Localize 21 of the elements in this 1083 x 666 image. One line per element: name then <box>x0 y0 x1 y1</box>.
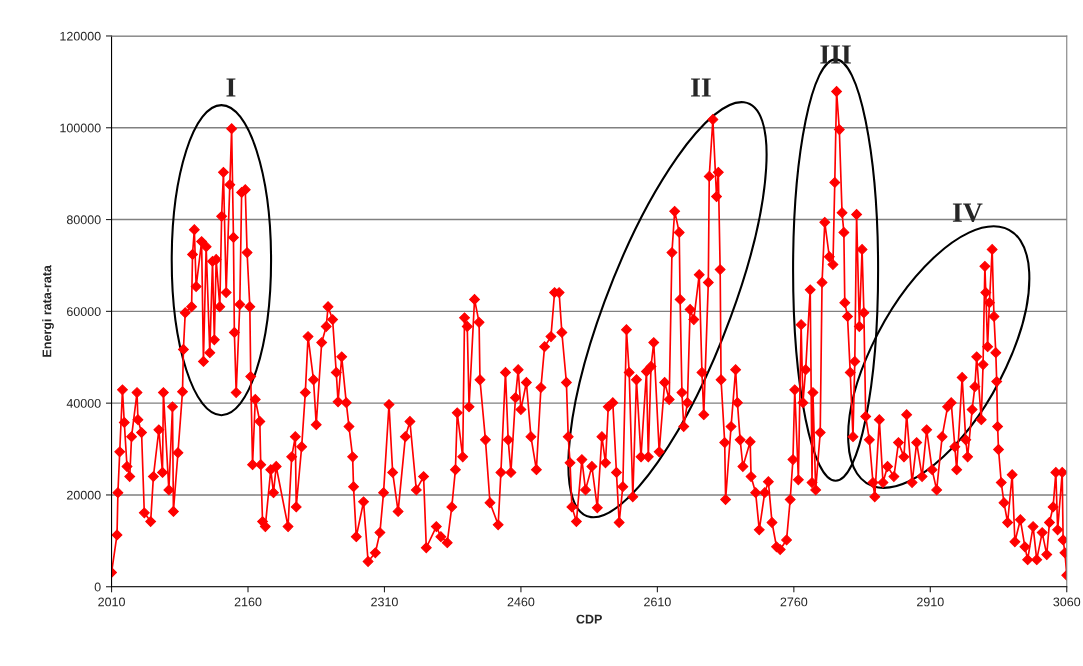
y-tick-label: 120000 <box>60 31 101 41</box>
y-tick-label: 0 <box>94 582 101 592</box>
x-tick-label: 2460 <box>507 597 535 607</box>
annotation: IV <box>952 203 983 223</box>
x-tick-label: 2910 <box>917 597 944 607</box>
annotation: I <box>226 78 236 97</box>
y-tick-label: 100000 <box>60 123 101 133</box>
x-tick-label: 2160 <box>234 597 262 607</box>
annotation: III <box>820 45 851 64</box>
y-tick-label: 60000 <box>67 307 101 317</box>
x-tick-label: 2760 <box>780 597 808 607</box>
y-axis-title: Energi rata-rata <box>42 265 54 357</box>
x-tick-label: 2610 <box>644 597 671 607</box>
y-tick-label: 40000 <box>66 398 101 408</box>
x-tick-label: 2310 <box>371 597 398 607</box>
x-axis-title: CDP <box>576 614 602 624</box>
annotation: II <box>691 78 711 97</box>
x-tick-label: 2010 <box>98 597 125 607</box>
y-tick-label: 20000 <box>67 490 101 500</box>
y-tick-label: 80000 <box>66 215 101 225</box>
x-tick-label: 3060 <box>1053 597 1081 607</box>
